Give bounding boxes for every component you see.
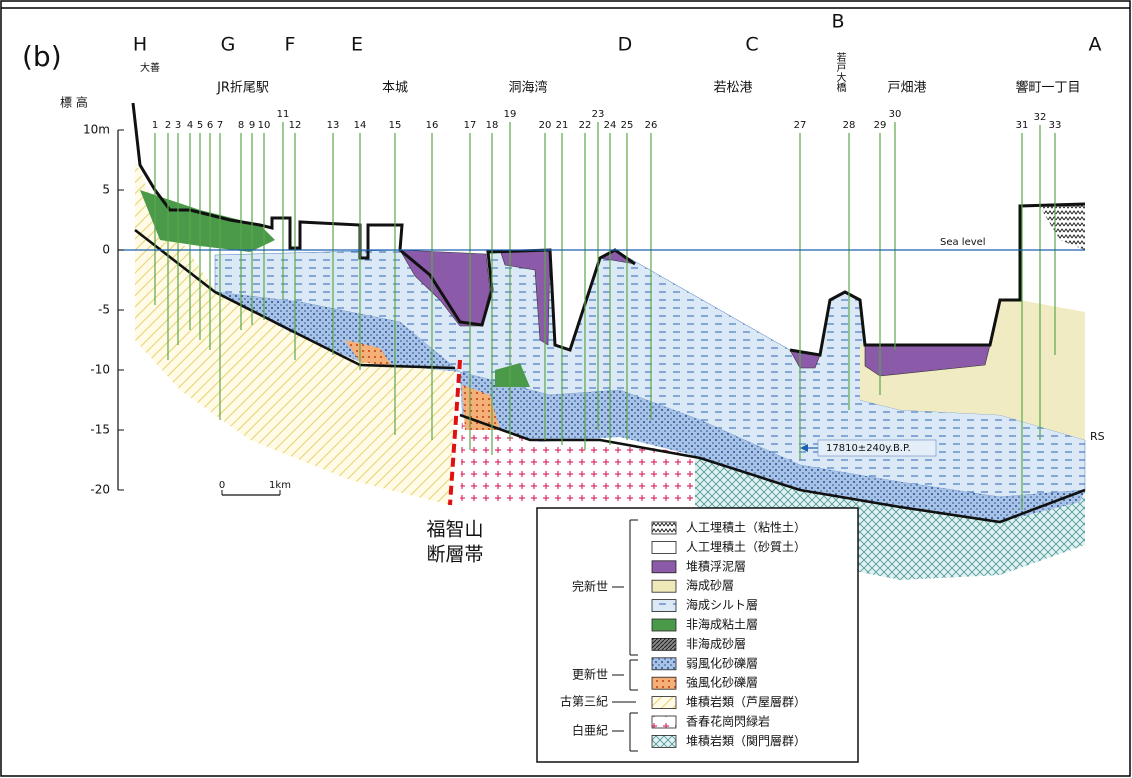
scale-end: 1km: [269, 480, 291, 491]
borehole-number: 8: [238, 120, 244, 131]
borehole-number: 3: [175, 120, 181, 131]
section-letter: H: [133, 34, 147, 56]
borehole-number: 33: [1049, 120, 1062, 131]
borehole-number: 29: [874, 120, 887, 131]
legend-swatch: [652, 735, 676, 747]
borehole-number: 6: [207, 120, 213, 131]
borehole-number: 30: [889, 109, 902, 120]
sea-level-label: Sea level: [940, 237, 986, 248]
place-name: 戸畑港: [887, 81, 926, 96]
legend-item: 海成シルト層: [686, 597, 758, 612]
borehole-number: 13: [327, 120, 340, 131]
y-tick-label: 10m: [83, 123, 110, 137]
place-name: 本城: [382, 81, 408, 96]
borehole-number: 17: [464, 120, 477, 131]
borehole-number: 7: [217, 120, 223, 131]
fault-label: 断層帯: [426, 544, 483, 566]
legend-era: 更新世: [572, 667, 608, 682]
legend-swatch: [652, 638, 676, 650]
section-letter: G: [221, 34, 236, 56]
section-letter: C: [745, 34, 758, 56]
y-tick-label: -15: [90, 423, 110, 437]
borehole-number: 28: [843, 120, 856, 131]
rs-label: RS: [1090, 430, 1105, 443]
borehole-number: 11: [277, 109, 290, 120]
section-letter: B: [831, 11, 844, 33]
place-name: 若松港: [713, 80, 752, 96]
legend-item: 弱風化砂礫層: [686, 655, 758, 670]
borehole-number: 4: [187, 120, 193, 131]
y-tick-label: 0: [102, 243, 110, 257]
borehole-number: 32: [1034, 112, 1047, 123]
place-name: 響町一丁目: [1015, 80, 1080, 96]
borehole-number: 22: [579, 120, 592, 131]
borehole-number: 26: [645, 120, 658, 131]
legend-item: 非海成粘土層: [686, 617, 758, 632]
section-letter: F: [285, 34, 296, 56]
legend-swatch: [652, 600, 676, 612]
legend-swatch: [652, 561, 676, 573]
borehole-number: 27: [794, 120, 807, 131]
borehole-number: 9: [249, 120, 255, 131]
borehole-number: 25: [621, 120, 634, 131]
axis-title: 標 高: [60, 95, 88, 110]
place-name: JR折尾駅: [216, 81, 269, 96]
borehole-number: 10: [258, 120, 271, 131]
legend-swatch: [652, 658, 676, 670]
section-letter: A: [1089, 34, 1102, 56]
legend-swatch: [652, 541, 676, 553]
place-name: 洞海湾: [508, 80, 547, 96]
borehole-number: 5: [197, 120, 203, 131]
borehole-number: 16: [426, 120, 439, 131]
legend-swatch: [652, 716, 676, 728]
y-tick-label: -5: [98, 303, 110, 317]
borehole-number: 24: [604, 120, 617, 131]
date-label: 17810±240y.B.P.: [826, 443, 911, 454]
panel-label: (b): [22, 40, 62, 73]
y-tick-label: -10: [90, 363, 110, 377]
legend-swatch: [652, 697, 676, 709]
legend-item: 非海成砂層: [686, 636, 746, 651]
borehole-number: 12: [289, 120, 302, 131]
borehole-number: 14: [354, 120, 367, 131]
borehole-number: 21: [556, 120, 569, 131]
scale-start: 0: [219, 480, 225, 491]
legend-swatch: [652, 677, 676, 689]
legend-era: 完新世: [572, 579, 608, 594]
legend-item: 堆積浮泥層: [686, 558, 746, 573]
legend-item: 強風化砂礫層: [686, 675, 758, 690]
fault-label: 福智山: [426, 519, 483, 541]
borehole-number: 1: [152, 120, 158, 131]
section-letter: E: [351, 34, 363, 56]
legend-swatch: [652, 619, 676, 631]
layer-fill: [1040, 205, 1085, 250]
borehole-number: 18: [486, 120, 499, 131]
borehole-number: 20: [539, 120, 552, 131]
borehole-number: 2: [165, 120, 171, 131]
legend-item: 香春花崗閃緑岩: [686, 714, 770, 729]
legend-item: 海成砂層: [686, 578, 734, 593]
borehole-number: 23: [592, 109, 605, 120]
legend-era: 古第三紀: [560, 694, 608, 709]
legend-item: 堆積岩類（関門層群）: [686, 733, 806, 748]
place-name: 大善: [140, 61, 160, 74]
figure: 1234567891011121314151617181920212223242…: [0, 0, 1132, 778]
legend-swatch: [652, 580, 676, 592]
y-tick-label: -20: [90, 483, 110, 497]
legend-era: 白亜紀: [572, 723, 608, 738]
legend-item: 堆積岩類（芦屋層群）: [686, 694, 806, 709]
place-name: 若戸大橋: [834, 51, 846, 93]
legend-item: 人工埋積土（砂質土）: [686, 539, 806, 554]
y-tick-label: 5: [102, 183, 110, 197]
section-letter: D: [618, 34, 633, 56]
legend-swatch: [652, 522, 676, 534]
borehole-number: 19: [504, 109, 517, 120]
legend-item: 人工埋積土（粘性土）: [686, 520, 806, 535]
borehole-number: 31: [1016, 120, 1029, 131]
borehole-number: 15: [389, 120, 402, 131]
